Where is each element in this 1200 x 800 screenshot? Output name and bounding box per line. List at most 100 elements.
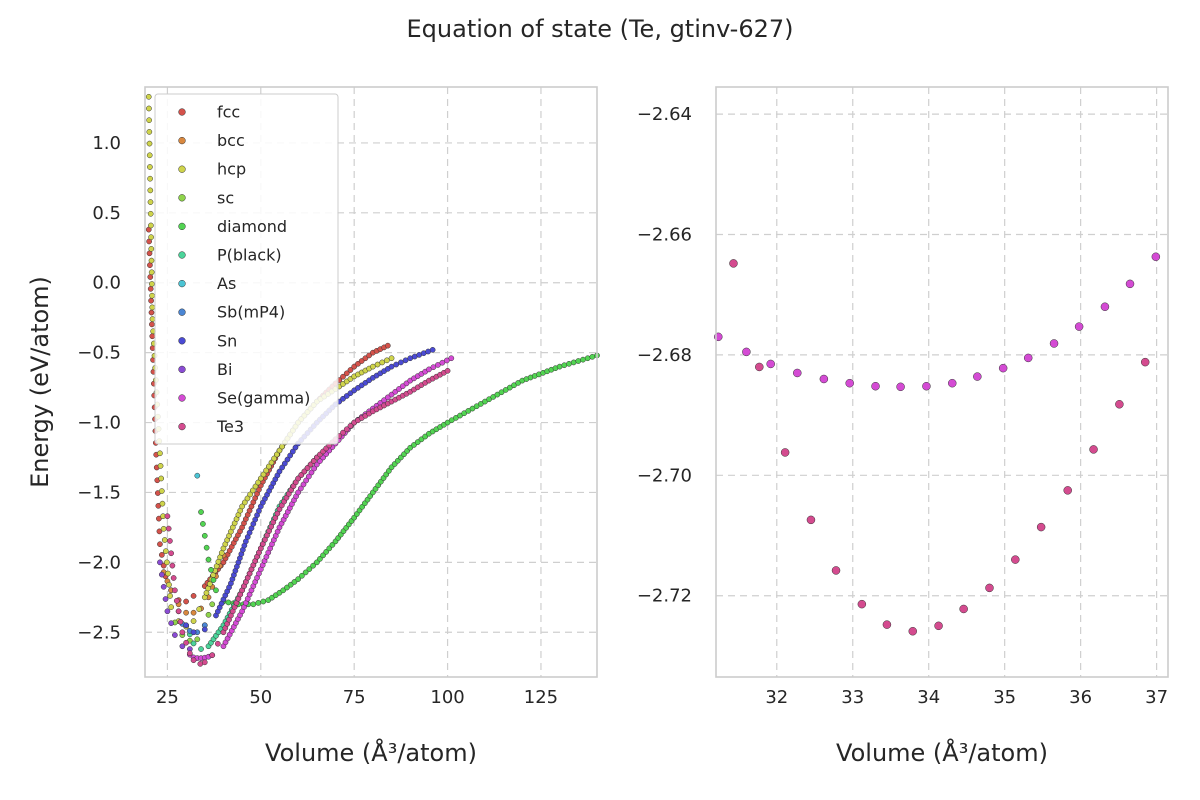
y-axis-label: Energy (eV/atom)	[26, 276, 54, 488]
data-point	[225, 599, 232, 606]
data-point	[172, 632, 178, 638]
x-tick-label: 35	[993, 687, 1016, 708]
data-point	[310, 562, 316, 569]
data-point	[147, 199, 154, 205]
data-point	[845, 378, 854, 388]
data-point	[347, 423, 354, 429]
data-point	[755, 362, 764, 372]
data-point	[183, 639, 189, 646]
data-point	[156, 515, 162, 522]
series-te3	[164, 367, 451, 667]
data-point	[384, 394, 391, 401]
data-point	[166, 581, 172, 588]
data-point	[948, 378, 957, 388]
legend-label: fcc	[217, 103, 240, 122]
x-tick-label: 33	[841, 687, 864, 708]
data-point	[998, 363, 1008, 373]
data-point	[418, 436, 425, 443]
data-point	[161, 537, 168, 543]
data-point	[793, 368, 802, 378]
y-tick-label: −2.5	[77, 622, 121, 643]
data-point	[575, 358, 582, 364]
data-point	[343, 426, 350, 433]
data-point	[190, 609, 197, 616]
data-point	[435, 362, 441, 368]
data-point	[281, 460, 288, 467]
data-point	[255, 479, 261, 486]
x-tick-label: 36	[1069, 687, 1092, 708]
data-point	[183, 622, 189, 629]
data-point	[934, 621, 943, 631]
data-point	[158, 475, 165, 482]
data-point	[194, 472, 201, 479]
data-point	[297, 485, 304, 492]
data-point	[168, 620, 174, 627]
legend-label: bcc	[217, 131, 245, 150]
data-point	[303, 477, 310, 484]
data-point	[183, 598, 189, 605]
data-point	[179, 629, 186, 636]
data-point	[589, 353, 596, 360]
data-point	[407, 444, 414, 451]
data-point	[205, 556, 212, 563]
y-tick-label: −2.68	[637, 345, 692, 366]
data-point	[147, 285, 154, 292]
data-point	[922, 381, 931, 391]
data-point	[167, 538, 173, 544]
data-point	[149, 292, 155, 299]
data-point	[162, 596, 169, 602]
data-point	[806, 515, 816, 525]
data-point	[157, 463, 164, 469]
data-point	[1140, 357, 1150, 367]
x-tick-label: 34	[917, 687, 940, 708]
x-tick-label: 50	[249, 687, 272, 708]
legend-marker	[178, 365, 186, 374]
data-point	[196, 606, 203, 613]
data-point	[1074, 322, 1084, 331]
y-tick-label: −0.5	[77, 343, 121, 364]
right-grid	[716, 87, 1168, 677]
data-point	[147, 210, 154, 217]
y-tick-label: 1.0	[92, 133, 121, 154]
legend-marker	[178, 136, 186, 145]
data-point	[205, 611, 212, 618]
data-point	[157, 541, 163, 548]
data-point	[263, 467, 269, 474]
data-point	[439, 359, 446, 366]
data-point	[169, 562, 176, 569]
legend-item-hcp: hcp	[178, 160, 246, 179]
data-point	[305, 473, 312, 480]
series-te3	[729, 259, 1150, 636]
data-point	[148, 257, 155, 264]
legend-marker	[178, 222, 186, 231]
data-point	[388, 355, 395, 362]
left-y-tick-labels: 1.0 0.5 0.0 −0.5 −1.0 −1.5 −2.0 −2.5	[77, 133, 121, 643]
data-point	[1049, 339, 1059, 348]
data-point	[149, 304, 156, 311]
data-point	[351, 363, 358, 370]
data-point	[340, 429, 346, 436]
right-x-tick-labels: 32 33 34 35 36 37	[765, 687, 1168, 708]
legend-marker	[178, 422, 186, 431]
data-point	[177, 618, 184, 625]
data-point	[279, 464, 285, 471]
data-point	[146, 152, 153, 159]
data-point	[556, 363, 563, 370]
data-point	[289, 448, 296, 455]
x-tick-label: 37	[1145, 687, 1168, 708]
data-point	[780, 448, 790, 457]
data-point	[566, 360, 572, 367]
data-point	[1011, 555, 1020, 564]
data-point	[882, 620, 892, 629]
data-point	[1036, 522, 1046, 532]
left-plot-frame	[144, 86, 598, 678]
data-point	[271, 455, 277, 462]
data-point	[190, 593, 197, 599]
data-point	[167, 593, 173, 599]
data-point	[249, 487, 256, 494]
data-point	[343, 370, 350, 377]
data-point	[340, 373, 346, 380]
data-point	[183, 609, 189, 616]
data-point	[244, 495, 251, 502]
data-point	[148, 222, 154, 229]
